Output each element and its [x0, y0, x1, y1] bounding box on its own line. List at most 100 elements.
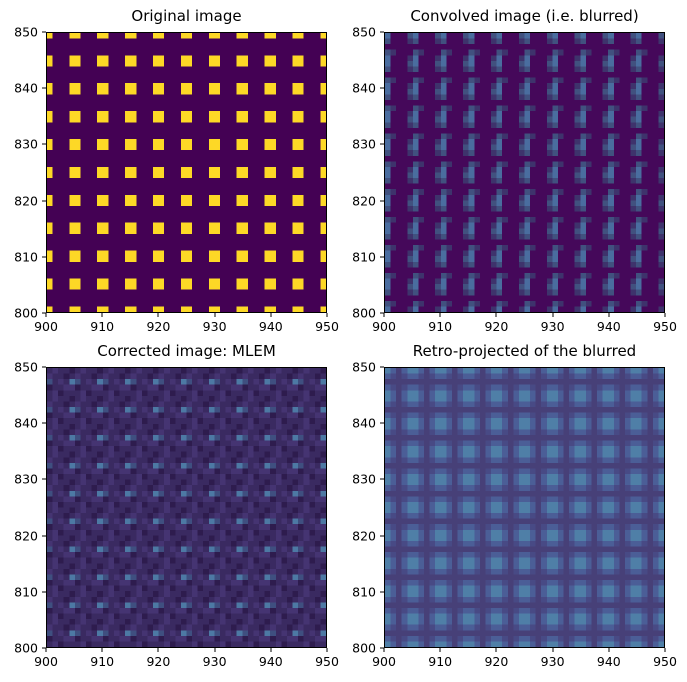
y-tick-label: 800	[14, 640, 38, 656]
x-tick-mark	[214, 313, 216, 317]
x-tick-mark	[326, 648, 328, 652]
x-tick-label: 910	[428, 654, 453, 669]
x-tick-label: 900	[372, 319, 396, 334]
x-tick-label: 930	[540, 654, 565, 669]
x-tick-mark	[439, 313, 441, 317]
y-tick-label: 820	[352, 528, 376, 544]
y-tick-label: 820	[14, 193, 38, 209]
x-tick-mark	[157, 313, 159, 317]
x-tick-label: 940	[596, 654, 621, 669]
y-tick-mark	[42, 87, 46, 89]
x-tick-label: 930	[540, 319, 565, 334]
y-tick-mark	[380, 256, 384, 258]
y-tick-mark	[380, 366, 384, 368]
subplot-title: Original image	[131, 7, 242, 25]
y-tick-label: 810	[352, 584, 376, 600]
y-tick-mark	[42, 422, 46, 424]
y-tick-label: 810	[14, 249, 38, 265]
plot-area	[46, 32, 327, 313]
x-tick-label: 940	[258, 319, 283, 334]
y-tick-mark	[42, 591, 46, 593]
x-tick-mark	[439, 648, 441, 652]
y-tick-mark	[380, 647, 384, 649]
y-tick-label: 800	[14, 305, 38, 321]
plot-area	[46, 367, 327, 648]
subplot-title: Corrected image: MLEM	[97, 342, 276, 360]
y-tick-mark	[380, 143, 384, 145]
x-tick-label: 920	[146, 654, 171, 669]
heatmap-image	[47, 33, 326, 312]
x-tick-mark	[383, 648, 385, 652]
y-tick-mark	[380, 591, 384, 593]
y-tick-mark	[380, 478, 384, 480]
y-tick-label: 800	[352, 640, 376, 656]
y-tick-label: 850	[352, 24, 376, 40]
heatmap-image	[47, 368, 326, 647]
x-tick-label: 950	[315, 654, 339, 669]
x-tick-label: 950	[653, 319, 677, 334]
x-tick-mark	[608, 313, 610, 317]
y-tick-mark	[380, 535, 384, 537]
y-tick-label: 840	[352, 80, 376, 96]
y-tick-label: 820	[14, 528, 38, 544]
x-tick-label: 910	[90, 654, 115, 669]
subplot-convolved: Convolved image (i.e. blurred) 900 910 920…	[352, 7, 677, 334]
subplot-mlem: Corrected image: MLEM 900 910 920 930 940 950…	[14, 342, 339, 669]
x-tick-label: 950	[315, 319, 339, 334]
y-tick-label: 840	[352, 415, 376, 431]
y-tick-mark	[42, 312, 46, 314]
y-tick-label: 830	[14, 471, 38, 487]
x-tick-mark	[608, 648, 610, 652]
x-tick-mark	[214, 648, 216, 652]
y-tick-label: 830	[352, 136, 376, 152]
heatmap-image	[385, 368, 664, 647]
x-tick-label: 940	[596, 319, 621, 334]
y-tick-label: 850	[14, 24, 38, 40]
y-tick-mark	[380, 87, 384, 89]
x-tick-mark	[664, 648, 666, 652]
y-tick-mark	[42, 256, 46, 258]
y-tick-label: 810	[14, 584, 38, 600]
x-tick-label: 910	[428, 319, 453, 334]
y-tick-mark	[42, 535, 46, 537]
x-tick-mark	[495, 648, 497, 652]
x-tick-label: 930	[202, 319, 227, 334]
y-tick-label: 840	[14, 80, 38, 96]
x-tick-label: 930	[202, 654, 227, 669]
subplot-title: Retro-projected of the blurred	[412, 342, 637, 360]
x-tick-mark	[495, 313, 497, 317]
x-tick-label: 920	[484, 319, 509, 334]
x-tick-mark	[383, 313, 385, 317]
x-tick-label: 900	[34, 319, 58, 334]
y-tick-label: 840	[14, 415, 38, 431]
y-tick-label: 830	[14, 136, 38, 152]
subplot-original: Original image 900 910 920 930 940 950 850 840 8…	[14, 7, 339, 334]
x-tick-mark	[664, 313, 666, 317]
subplot-title: Convolved image (i.e. blurred)	[410, 7, 639, 25]
y-tick-mark	[42, 143, 46, 145]
y-tick-mark	[42, 31, 46, 33]
y-tick-label: 850	[14, 359, 38, 375]
x-tick-label: 920	[146, 319, 171, 334]
plot-area	[384, 32, 665, 313]
x-tick-mark	[270, 648, 272, 652]
x-tick-mark	[157, 648, 159, 652]
x-tick-label: 900	[372, 654, 396, 669]
y-tick-mark	[380, 312, 384, 314]
x-tick-mark	[101, 313, 103, 317]
x-tick-mark	[101, 648, 103, 652]
x-tick-mark	[270, 313, 272, 317]
y-tick-mark	[42, 478, 46, 480]
x-tick-label: 910	[90, 319, 115, 334]
y-tick-label: 810	[352, 249, 376, 265]
x-tick-mark	[326, 313, 328, 317]
subplot-retroprojected: Retro-projected of the blurred 900 910 920…	[352, 342, 677, 669]
y-tick-mark	[42, 200, 46, 202]
x-tick-mark	[552, 648, 554, 652]
y-tick-mark	[380, 31, 384, 33]
y-tick-mark	[380, 200, 384, 202]
y-tick-mark	[42, 647, 46, 649]
plot-area	[384, 367, 665, 648]
y-tick-label: 820	[352, 193, 376, 209]
